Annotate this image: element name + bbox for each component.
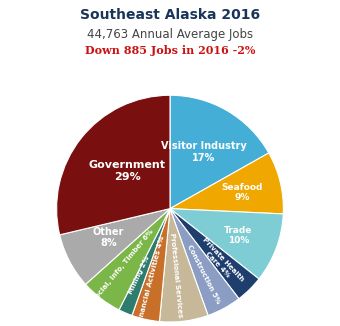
Wedge shape bbox=[170, 95, 269, 209]
Text: Government
29%: Government 29% bbox=[89, 160, 166, 182]
Text: Private Health
Care 4%: Private Health Care 4% bbox=[196, 237, 245, 288]
Text: Construction 5%: Construction 5% bbox=[186, 244, 221, 305]
Wedge shape bbox=[132, 209, 170, 321]
Wedge shape bbox=[56, 95, 170, 235]
Text: Mining 2%: Mining 2% bbox=[127, 255, 150, 295]
Text: Down 885 Jobs in 2016 -2%: Down 885 Jobs in 2016 -2% bbox=[85, 45, 255, 56]
Wedge shape bbox=[86, 209, 170, 310]
Wedge shape bbox=[170, 209, 259, 299]
Text: Visitor Industry
17%: Visitor Industry 17% bbox=[160, 141, 246, 163]
Wedge shape bbox=[170, 209, 283, 279]
Text: Other
8%: Other 8% bbox=[93, 227, 124, 248]
Text: Financial Activities 4%: Financial Activities 4% bbox=[137, 235, 166, 325]
Wedge shape bbox=[60, 209, 170, 284]
Text: Professional Services 7%: Professional Services 7% bbox=[169, 232, 185, 326]
Wedge shape bbox=[159, 209, 208, 322]
Wedge shape bbox=[170, 153, 284, 214]
Text: Southeast Alaska 2016: Southeast Alaska 2016 bbox=[80, 8, 260, 22]
Text: Social, Info, Timber 6%: Social, Info, Timber 6% bbox=[91, 228, 155, 303]
Text: Seafood
9%: Seafood 9% bbox=[221, 183, 262, 202]
Wedge shape bbox=[119, 209, 170, 316]
Text: 44,763 Annual Average Jobs: 44,763 Annual Average Jobs bbox=[87, 28, 253, 41]
Wedge shape bbox=[170, 209, 239, 316]
Text: Trade
10%: Trade 10% bbox=[224, 226, 253, 245]
